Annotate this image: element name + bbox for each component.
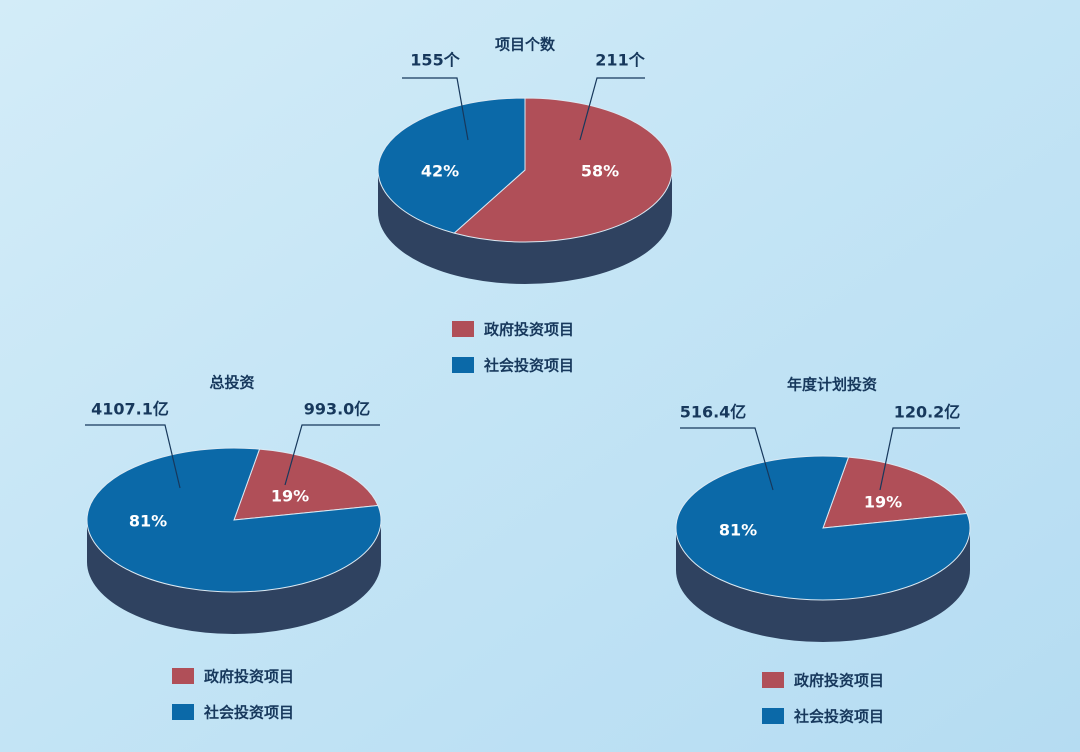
value-label: 19%: [271, 487, 309, 506]
legend-swatch: [172, 668, 194, 684]
callout-line: [85, 424, 181, 489]
legend-label: 政府投资项目: [484, 321, 574, 339]
legend-swatch: [762, 672, 784, 688]
value-label: 42%: [421, 162, 459, 181]
value-label: 58%: [581, 162, 619, 181]
callout-line: [680, 427, 774, 491]
legend-swatch: [172, 704, 194, 720]
pie-slice: [233, 448, 379, 521]
legend-swatch: [452, 321, 474, 337]
chart-title: 总投资: [209, 374, 254, 392]
pie-side: [378, 170, 672, 284]
amount-label: 993.0亿: [304, 400, 371, 419]
pie-side: [87, 520, 381, 634]
amount-label: 4107.1亿: [91, 400, 169, 419]
pie-slice: [86, 447, 382, 593]
amount-label: 516.4亿: [680, 403, 747, 422]
legend-swatch: [762, 708, 784, 724]
value-label: 81%: [129, 512, 167, 531]
callout-line: [284, 424, 380, 486]
legend-swatch: [452, 357, 474, 373]
value-label: 19%: [864, 493, 902, 512]
chart-title: 项目个数: [495, 36, 556, 54]
callout-line: [879, 427, 960, 491]
pie-slice: [675, 455, 971, 601]
callout-line: [579, 77, 645, 141]
amount-label: 120.2亿: [894, 403, 961, 422]
legend-label: 政府投资项目: [794, 672, 884, 690]
pie-side: [676, 528, 970, 642]
callout-line: [402, 77, 469, 141]
chart-title: 年度计划投资: [787, 376, 877, 394]
legend-label: 社会投资项目: [203, 704, 294, 722]
amount-label: 211个: [595, 51, 645, 70]
pie-slice: [377, 97, 526, 234]
value-label: 81%: [719, 521, 757, 540]
legend-label: 社会投资项目: [483, 357, 574, 375]
legend-label: 社会投资项目: [793, 708, 884, 726]
amount-label: 155个: [410, 51, 460, 70]
legend-label: 政府投资项目: [204, 668, 294, 686]
pie-slice: [453, 97, 673, 243]
pie-slice: [822, 456, 968, 529]
